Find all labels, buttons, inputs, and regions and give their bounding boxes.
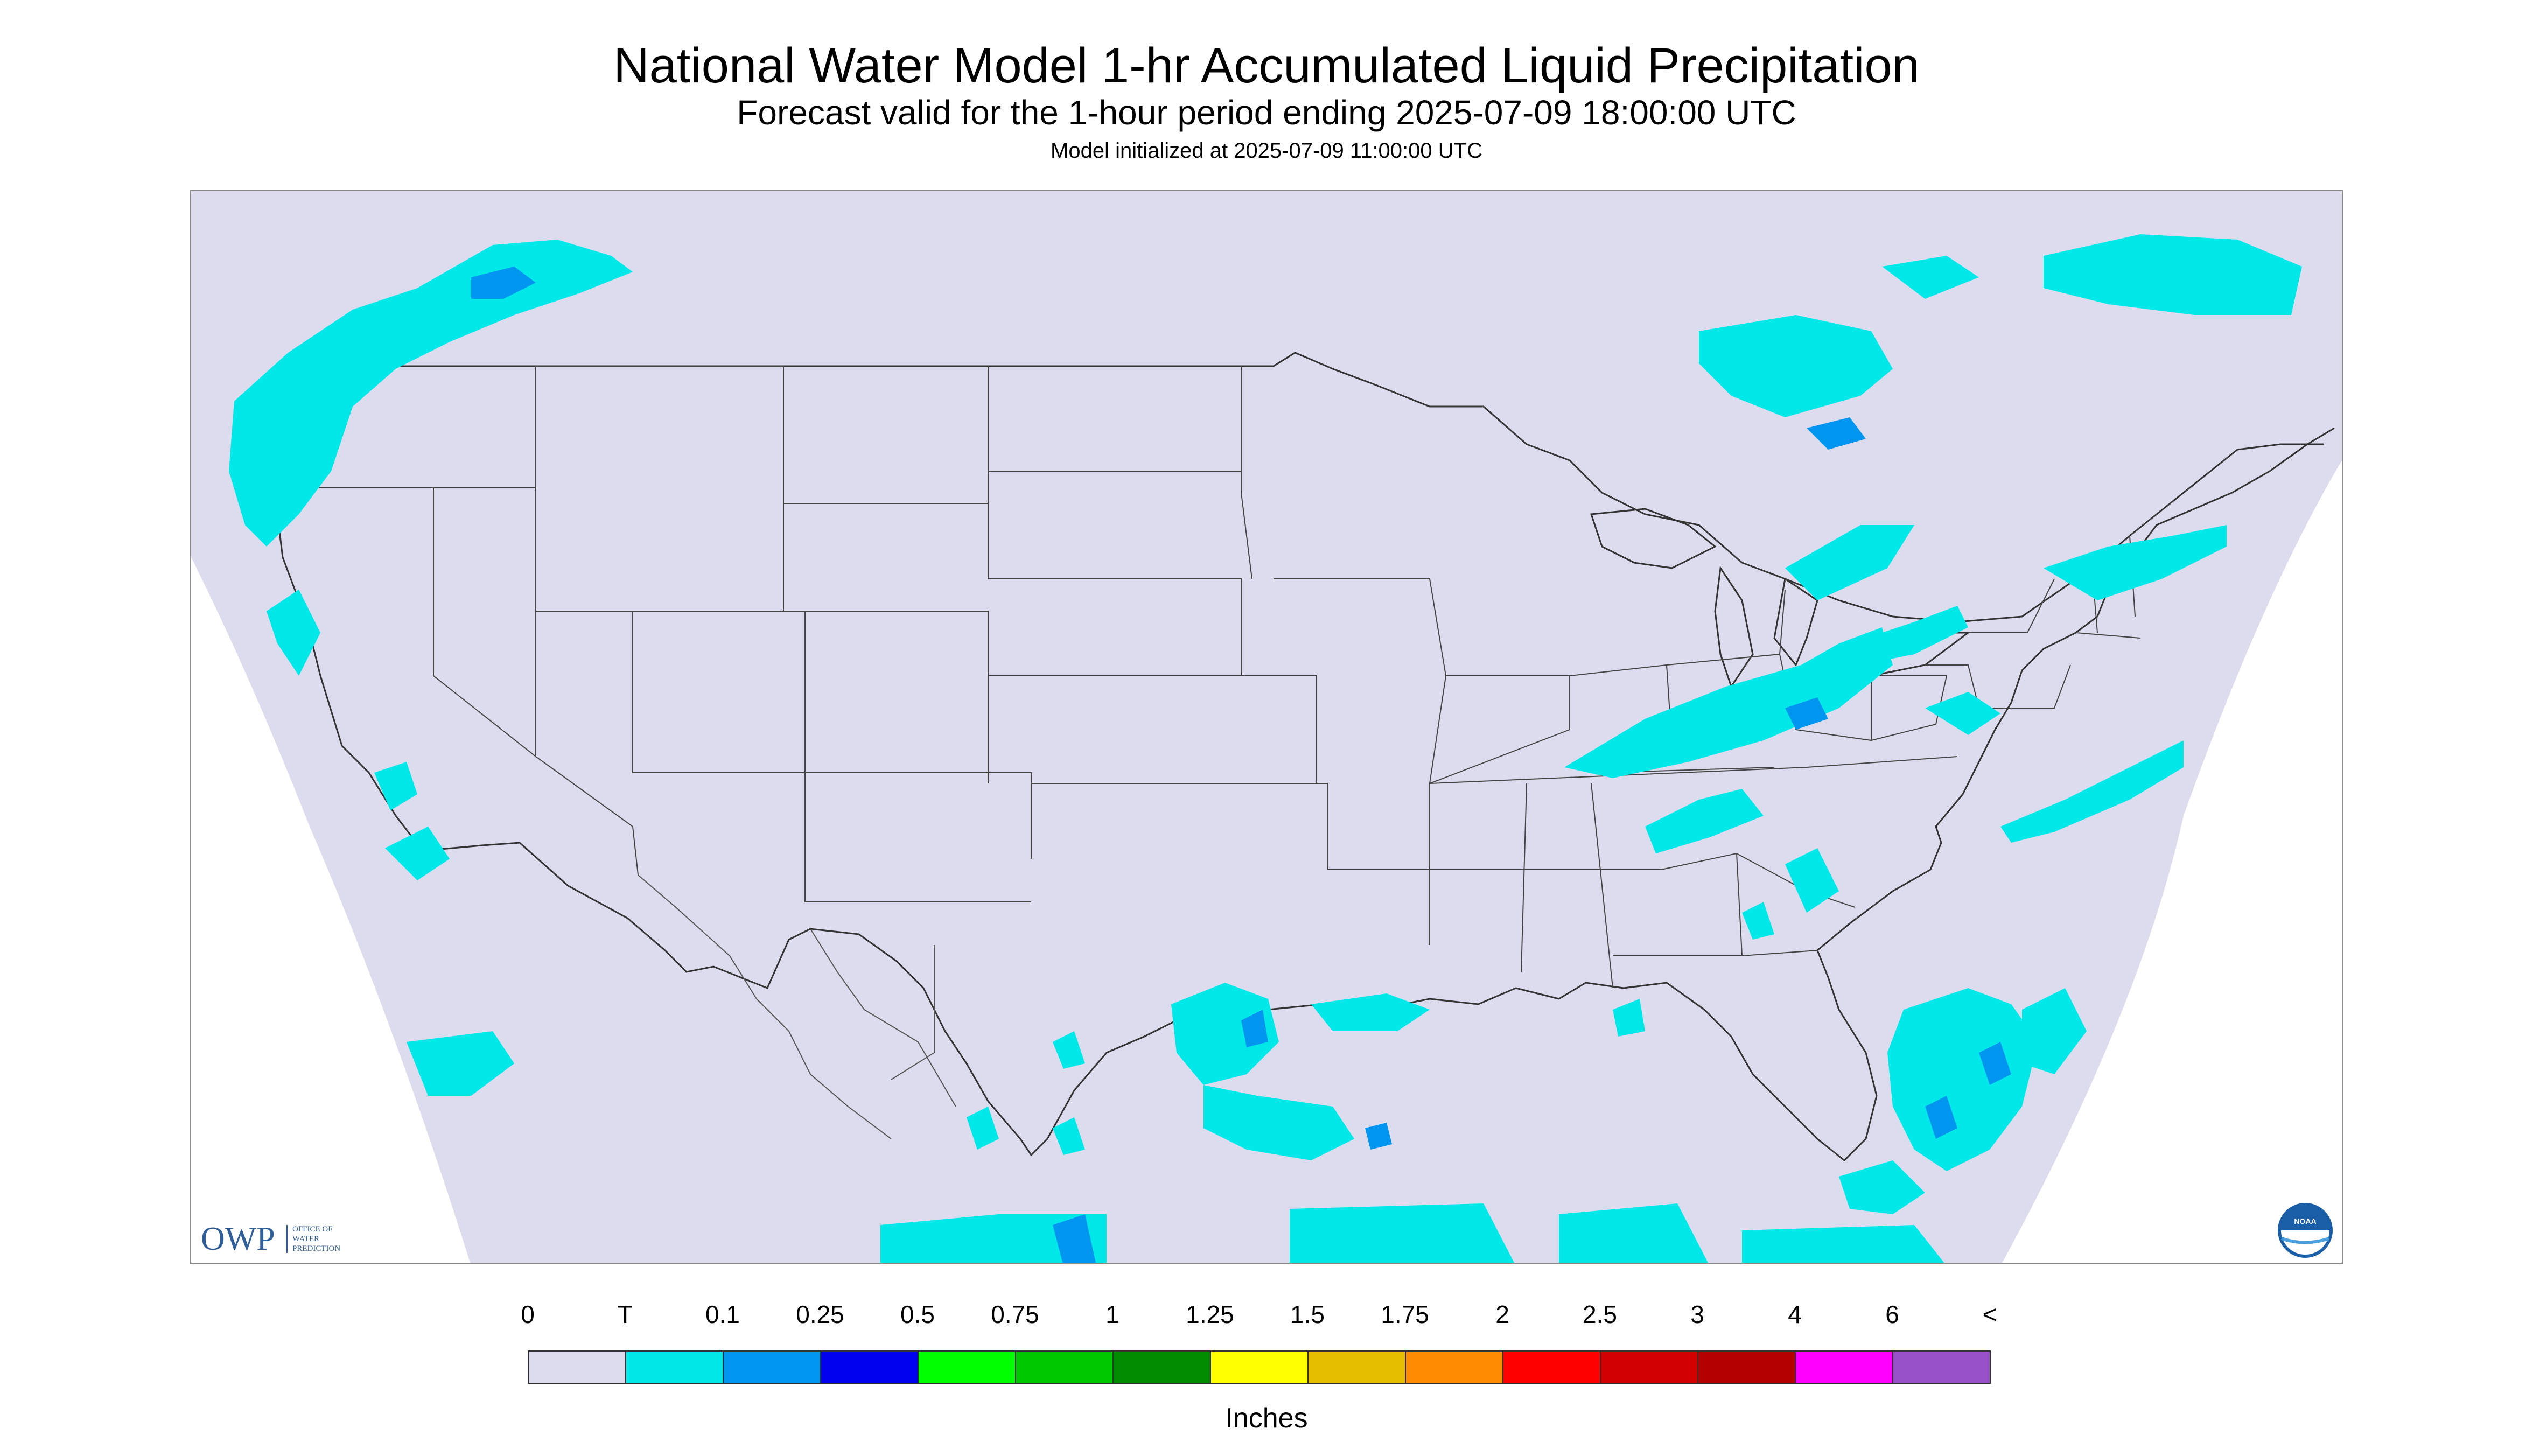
legend-swatch — [1795, 1350, 1893, 1384]
legend-swatch — [1502, 1350, 1601, 1384]
svg-text:NOAA: NOAA — [2294, 1217, 2316, 1226]
legend-label: 0.75 — [991, 1300, 1039, 1328]
legend-swatch — [1600, 1350, 1698, 1384]
legend-label: 1.5 — [1290, 1300, 1325, 1328]
legend-swatch — [528, 1350, 626, 1384]
svg-text:PREDICTION: PREDICTION — [292, 1244, 340, 1253]
legend-label: 0 — [521, 1300, 535, 1328]
legend-swatch — [1112, 1350, 1211, 1384]
legend-label: 0.1 — [705, 1300, 740, 1328]
noaa-logo: NOAA — [2278, 1203, 2333, 1258]
legend-swatch — [918, 1350, 1016, 1384]
model-init-text: Model initialized at 2025-07-09 11:00:00… — [1051, 139, 1482, 163]
legend-swatch — [1405, 1350, 1503, 1384]
legend-label: < — [1982, 1300, 1997, 1328]
legend-swatch — [1892, 1350, 1991, 1384]
legend-swatch — [625, 1350, 724, 1384]
legend-swatch — [723, 1350, 821, 1384]
svg-text:OWP: OWP — [201, 1221, 275, 1257]
legend-label: 1 — [1105, 1300, 1119, 1328]
map-panel: OWP OFFICE OF WATER PREDICTION NOAA — [190, 190, 2343, 1264]
legend-swatch — [1697, 1350, 1796, 1384]
precipitation-medium — [471, 267, 2011, 1263]
state-boundaries — [283, 366, 2141, 989]
model-domain — [191, 191, 2342, 1263]
svg-text:OFFICE OF: OFFICE OF — [292, 1225, 333, 1234]
precipitation-areas — [229, 234, 2302, 1263]
legend-label: 4 — [1788, 1300, 1802, 1328]
legend-swatch — [1307, 1350, 1406, 1384]
legend-label: 2 — [1495, 1300, 1509, 1328]
legend-label: 0.5 — [900, 1300, 935, 1328]
legend-swatch — [1210, 1350, 1309, 1384]
legend-label: 3 — [1690, 1300, 1704, 1328]
svg-text:WATER: WATER — [292, 1235, 319, 1243]
legend-labels: 0 T 0.1 0.25 0.5 0.75 1 1.25 1.5 1.75 2 2.5 3 4 6 < — [521, 1300, 2005, 1338]
legend-colorbar — [528, 1350, 1991, 1384]
legend-label: 0.25 — [796, 1300, 844, 1328]
owp-logo: OWP OFFICE OF WATER PREDICTION — [201, 1221, 340, 1257]
legend-swatch — [820, 1350, 919, 1384]
map-subtitle: Forecast valid for the 1-hour period end… — [737, 93, 1796, 132]
map-title: National Water Model 1-hr Accumulated Li… — [613, 38, 1920, 93]
mexico-boundaries — [638, 874, 956, 1139]
legend-label: 1.25 — [1186, 1300, 1234, 1328]
legend-label: 6 — [1885, 1300, 1899, 1328]
legend-swatch — [1015, 1350, 1114, 1384]
legend-label: 2.5 — [1583, 1300, 1617, 1328]
legend-units: Inches — [1225, 1403, 1308, 1434]
legend-label: T — [617, 1300, 633, 1328]
legend-label: 1.75 — [1381, 1300, 1429, 1328]
precipitation-map: OWP OFFICE OF WATER PREDICTION NOAA — [191, 191, 2342, 1263]
